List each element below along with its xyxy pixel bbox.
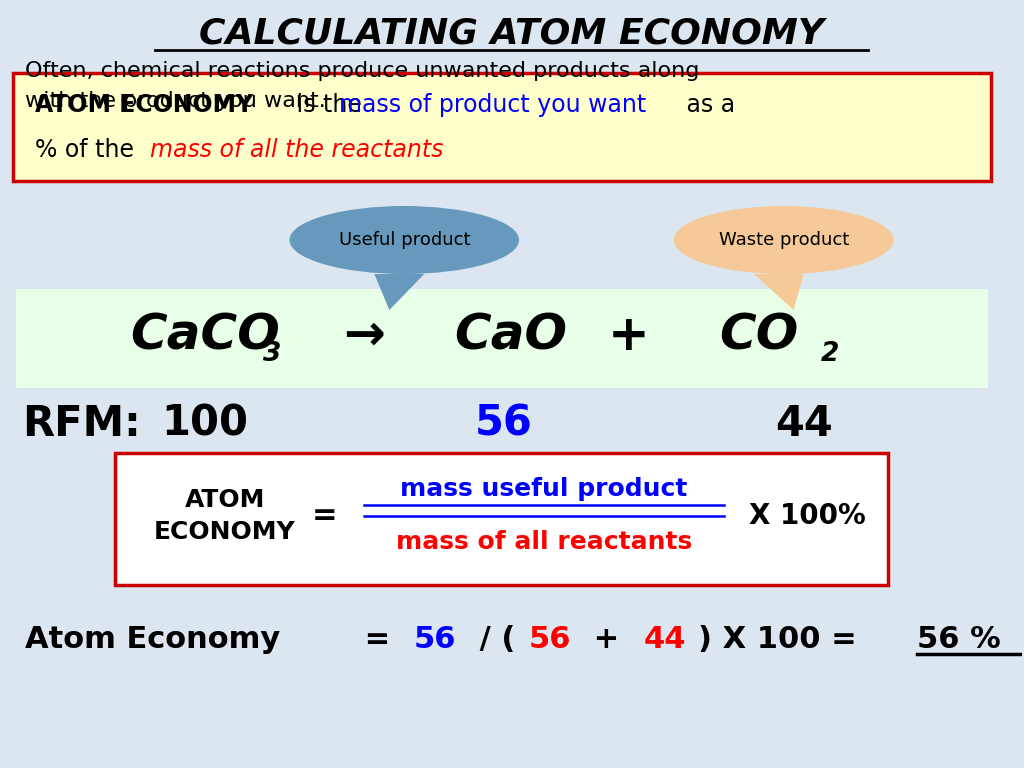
Text: 56: 56 [475,403,534,445]
Text: 3: 3 [262,341,281,367]
Text: 2: 2 [820,341,839,367]
Text: ATOM
ECONOMY: ATOM ECONOMY [154,488,296,544]
FancyBboxPatch shape [115,453,889,585]
Text: CO: CO [719,312,798,360]
Ellipse shape [674,206,894,274]
Text: % of the: % of the [35,138,141,162]
FancyBboxPatch shape [13,73,991,181]
Text: Waste product: Waste product [719,231,849,249]
Ellipse shape [290,206,519,274]
Text: is the: is the [290,93,370,117]
Text: 56: 56 [414,625,457,654]
Text: +: + [608,312,650,360]
Text: ) X 100 =: ) X 100 = [698,625,867,654]
Text: +: + [584,625,630,654]
Text: mass of all the reactants: mass of all the reactants [150,138,443,162]
Text: X 100%: X 100% [749,502,865,530]
Text: CALCULATING ATOM ECONOMY: CALCULATING ATOM ECONOMY [199,16,823,50]
Text: as a: as a [679,93,735,117]
Text: mass useful product: mass useful product [400,477,688,501]
Text: CaCO: CaCO [130,312,280,360]
Text: with the product you want.: with the product you want. [25,91,326,111]
Text: RFM:: RFM: [22,403,140,445]
Text: 56 %: 56 % [916,625,1000,654]
Text: 44: 44 [775,403,833,445]
Text: 56: 56 [528,625,571,654]
Text: Often, chemical reactions produce unwanted products along: Often, chemical reactions produce unwant… [25,61,699,81]
Text: Atom Economy: Atom Economy [25,625,281,654]
Text: mass of all reactants: mass of all reactants [396,530,692,554]
Text: Useful product: Useful product [339,231,470,249]
Text: 44: 44 [644,625,686,654]
Polygon shape [754,274,804,310]
Text: →: → [343,312,385,360]
Text: =: = [311,502,337,531]
Text: ATOM ECONOMY: ATOM ECONOMY [35,93,253,117]
Text: mass of product you want: mass of product you want [339,93,647,117]
FancyBboxPatch shape [16,289,988,388]
Text: 100: 100 [161,403,248,445]
Polygon shape [375,274,424,310]
Text: / (: / ( [469,625,515,654]
Text: =: = [353,625,400,654]
Text: CaO: CaO [455,312,567,360]
